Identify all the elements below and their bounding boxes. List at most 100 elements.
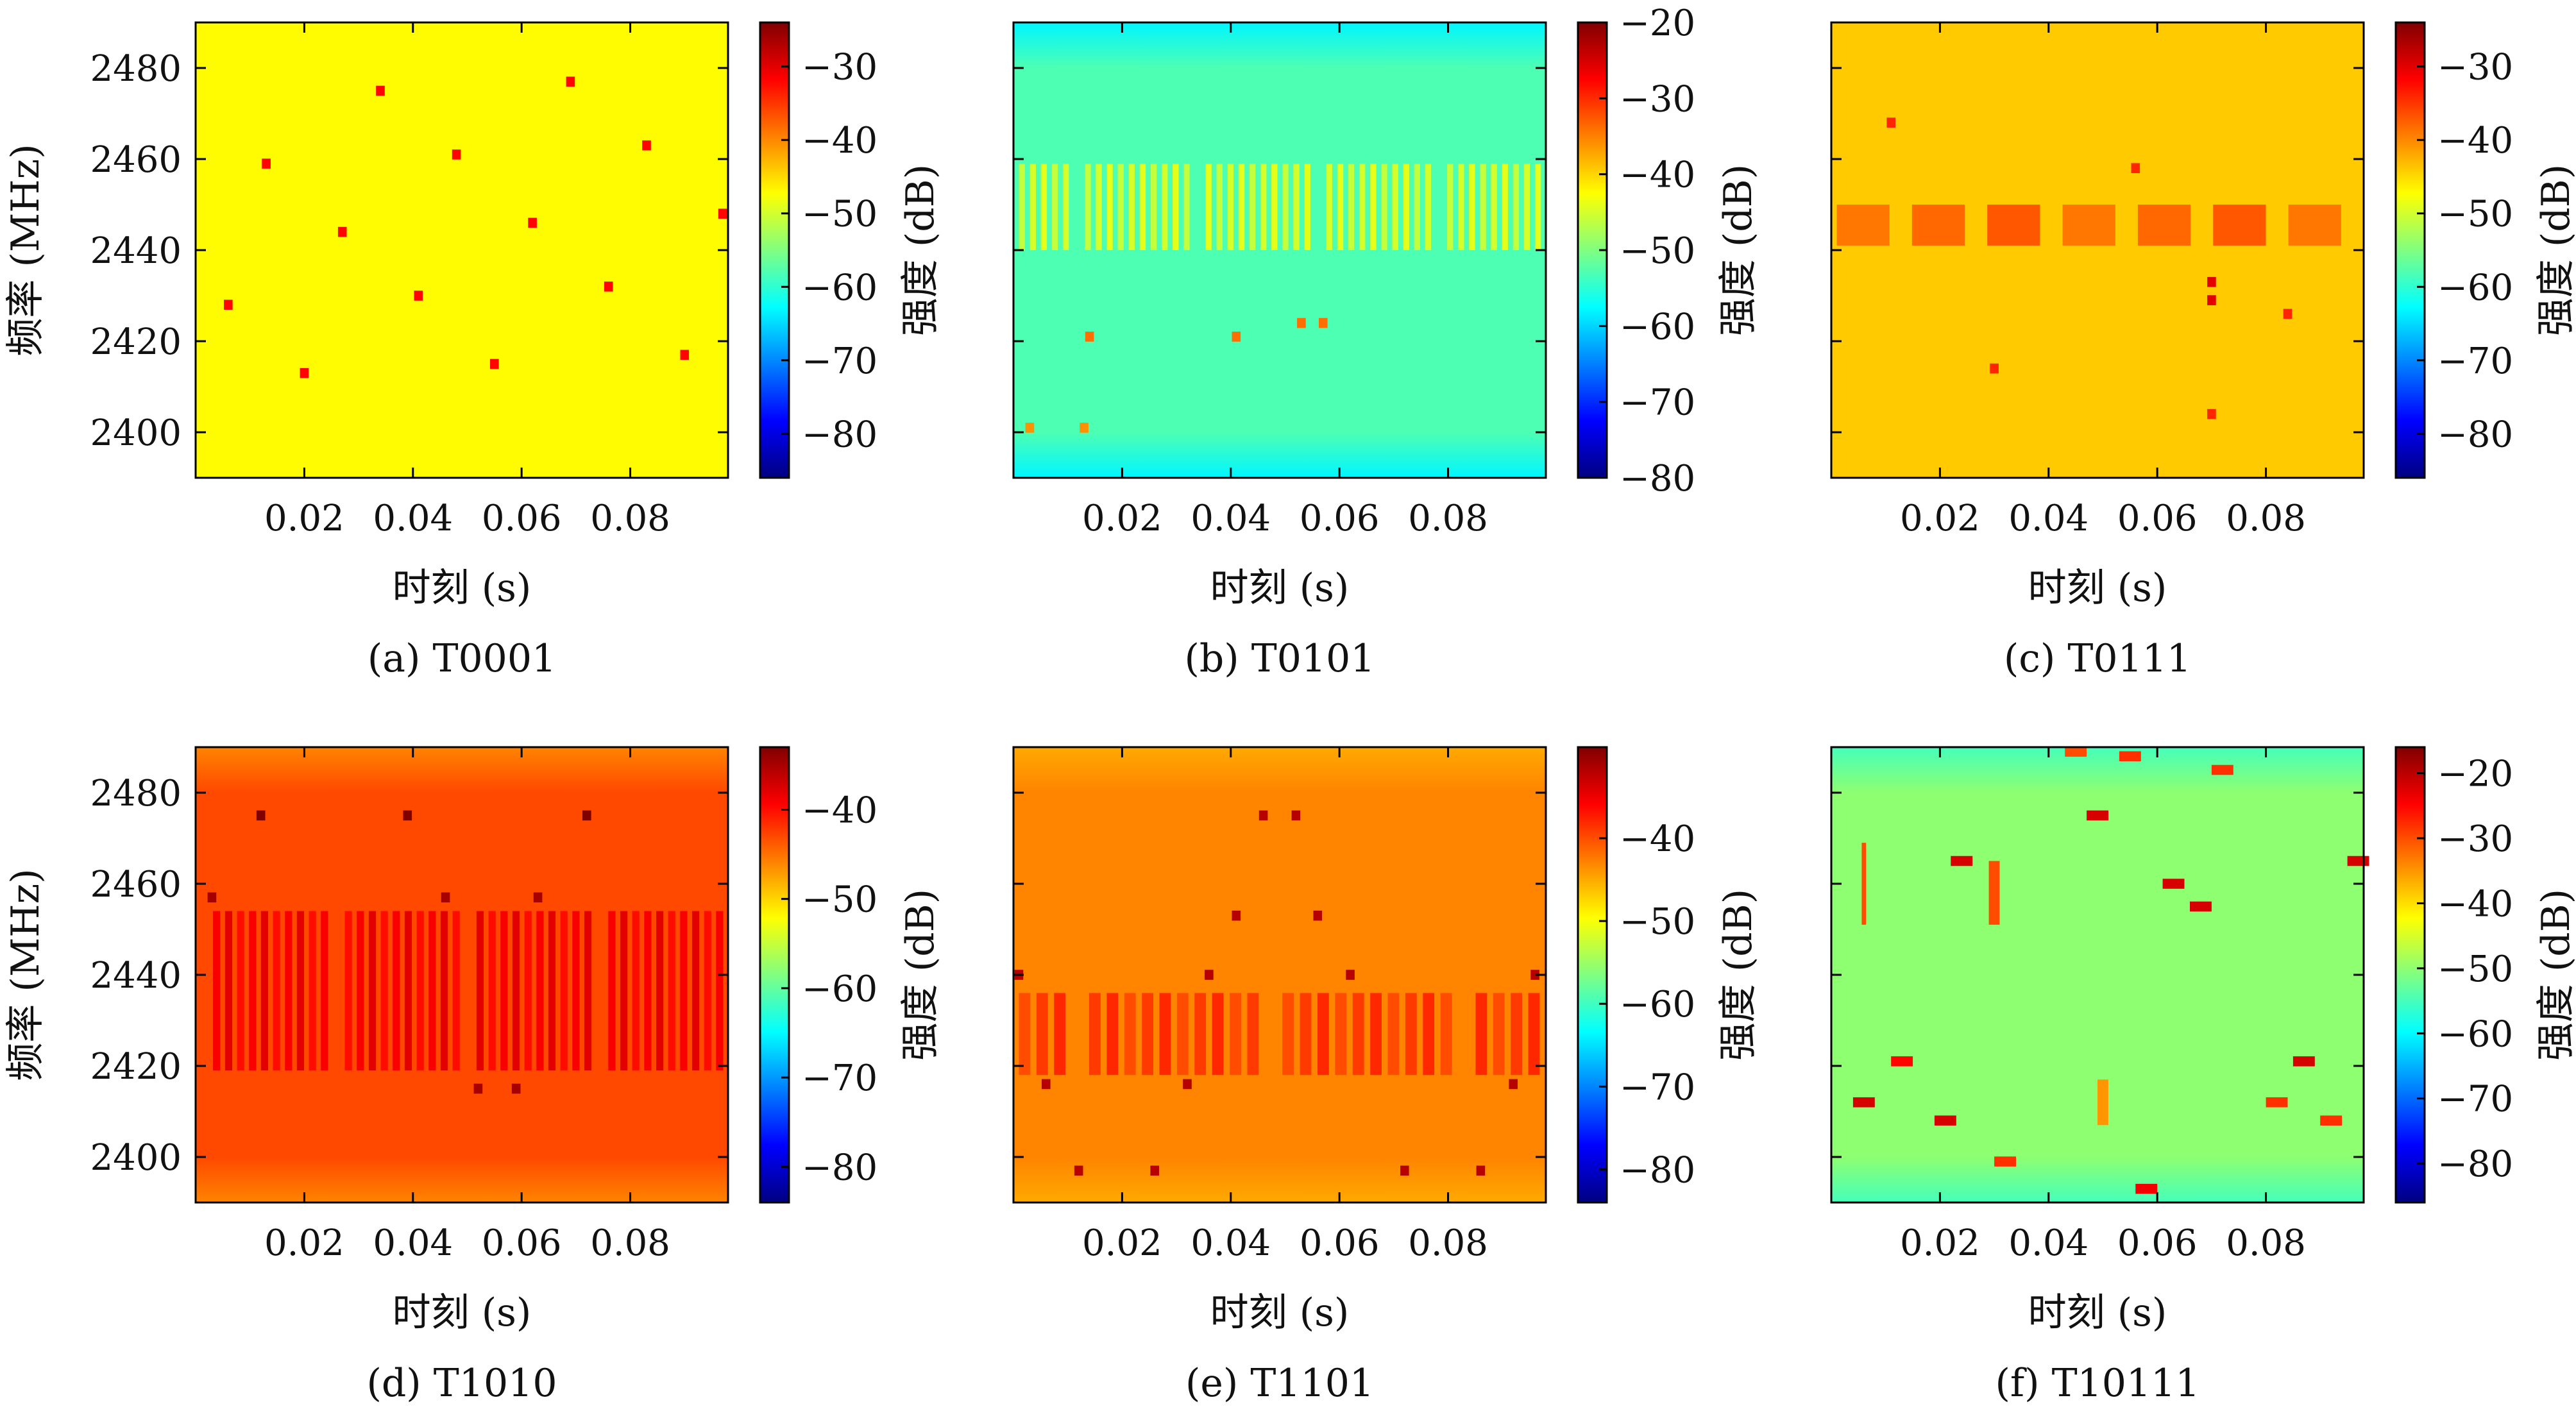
heatmap-band-segment: [213, 911, 221, 1071]
heatmap-spot: [566, 76, 575, 87]
x-axis-label: 时刻 (s): [393, 566, 532, 611]
heatmap-band-segment: [1051, 164, 1058, 250]
colorbar-tick-label: −40: [2437, 883, 2513, 925]
heatmap-spot: [582, 810, 591, 821]
x-tick-label: 0.06: [2117, 498, 2198, 539]
heatmap-band-segment: [1511, 993, 1522, 1076]
heatmap-band-segment: [488, 911, 496, 1071]
heatmap-spot: [2131, 163, 2140, 173]
x-tick-label: 0.02: [1900, 1222, 1980, 1264]
heatmap-spot: [1951, 856, 1973, 866]
heatmap-band-segment: [644, 911, 652, 1071]
heatmap-band-segment: [1523, 164, 1530, 250]
heatmap-band-segment: [512, 911, 520, 1071]
heatmap-band-segment: [584, 911, 592, 1071]
heatmap-spot: [441, 892, 450, 903]
heatmap-band-segment: [1282, 164, 1289, 250]
heatmap-band-segment: [536, 911, 544, 1071]
colorbar-tick-label: −80: [2437, 1143, 2513, 1185]
colorbar-tick-label: −50: [1620, 230, 1695, 272]
colorbar-tick-label: −20: [2437, 754, 2513, 795]
heatmap-spot: [1852, 1097, 1875, 1108]
y-tick-label: 2440: [90, 230, 182, 272]
x-tick-label: 0.08: [590, 1222, 670, 1264]
colorbar-tick-label: −30: [802, 47, 877, 89]
heatmap-band-segment: [656, 911, 664, 1071]
y-tick-label: 2420: [90, 321, 182, 363]
heatmap-spot: [452, 149, 461, 160]
heatmap-band-segment: [2062, 205, 2115, 246]
colorbar-tick-label: −40: [802, 789, 877, 831]
heatmap-spot: [1258, 810, 1268, 821]
colorbar-tick-label: −50: [1620, 901, 1695, 943]
colorbar-tick-label: −70: [802, 341, 877, 382]
heatmap-spot: [642, 140, 651, 151]
heatmap-spot: [1232, 910, 1241, 921]
heatmap-band-segment: [1162, 164, 1168, 250]
heatmap-band-segment: [1247, 993, 1259, 1076]
heatmap-spot: [2207, 276, 2216, 287]
colorbar-tick-label: −60: [1620, 306, 1695, 348]
heatmap-band-segment: [1062, 164, 1069, 250]
heatmap-band-segment: [548, 911, 556, 1071]
heatmap-band-segment: [1447, 164, 1453, 250]
heatmap-band-segment: [416, 911, 424, 1071]
heatmap-band-segment: [1370, 164, 1377, 250]
x-tick-label: 0.04: [2008, 498, 2089, 539]
y-tick-label: 2400: [90, 412, 182, 454]
x-tick-label: 0.06: [482, 1222, 562, 1264]
colorbar: [759, 746, 790, 1204]
y-tick-label: 2480: [90, 773, 182, 814]
heatmap-spot: [1400, 1165, 1409, 1176]
heatmap-spot: [1042, 1079, 1051, 1090]
heatmap-spot: [256, 810, 266, 821]
subplot-caption: (c) T0111: [2004, 636, 2191, 681]
heatmap-band-segment: [1534, 164, 1541, 250]
heatmap-band-segment: [1300, 993, 1312, 1076]
heatmap-spot: [1934, 1115, 1956, 1126]
colorbar-tick-label: −50: [2437, 949, 2513, 990]
heatmap-spot: [1891, 1056, 1913, 1067]
heatmap-band-segment: [1142, 993, 1153, 1076]
heatmap-band-segment: [1475, 993, 1487, 1076]
subplot: 0.02 0.04 0.06 0.08 2400 2420 2440 2460 2480 时刻 (…: [3, 21, 943, 681]
y-tick-label: 2480: [90, 48, 182, 90]
heatmap-spot: [1886, 117, 1895, 128]
x-tick-label: 0.04: [1191, 498, 1271, 539]
heatmap-band-segment: [1173, 164, 1179, 250]
heatmap-band-segment: [1414, 164, 1420, 250]
heatmap-band-segment: [285, 911, 292, 1071]
heatmap-band-segment: [1836, 205, 1890, 246]
colorbar-tick-label: −60: [2437, 267, 2513, 308]
colorbar-tick-label: −70: [1620, 382, 1695, 424]
heatmap-spot: [262, 158, 271, 169]
x-tick-label: 0.06: [2117, 1222, 2198, 1264]
colorbar-tick-label: −30: [2437, 818, 2513, 860]
colorbar-label: 强度 (dB): [1716, 164, 1761, 336]
heatmap-band-segment: [1326, 164, 1333, 250]
x-tick-label: 0.02: [1082, 1222, 1162, 1264]
colorbar-tick-label: −40: [1620, 818, 1695, 860]
heatmap-band-segment: [680, 911, 688, 1071]
heatmap-band-segment: [357, 911, 364, 1071]
heatmap-band-segment: [1528, 993, 1540, 1076]
colorbar-tick-label: −70: [2437, 341, 2513, 382]
colorbar-tick-label: −70: [802, 1058, 877, 1099]
y-axis-label: 频率 (MHz): [3, 868, 48, 1081]
x-tick-label: 0.04: [373, 1222, 453, 1264]
heatmap-band-segment: [1911, 205, 1965, 246]
heatmap-band-segment: [1502, 164, 1508, 250]
heatmap-band-segment: [1513, 164, 1520, 250]
heatmap-band-segment: [249, 911, 257, 1071]
heatmap-band-segment: [632, 911, 640, 1071]
x-axis-label: 时刻 (s): [393, 1290, 532, 1335]
heatmap-band-segment: [1425, 164, 1432, 250]
heatmap-band-segment: [380, 911, 388, 1071]
heatmap-band-segment: [1106, 993, 1119, 1076]
heatmap-band-segment: [1216, 164, 1223, 250]
heatmap-band-segment: [296, 911, 304, 1071]
heatmap-band-segment: [608, 911, 616, 1071]
heatmap-spot: [1313, 910, 1323, 921]
colorbar: [2394, 21, 2426, 479]
heatmap-spot: [1319, 317, 1328, 328]
